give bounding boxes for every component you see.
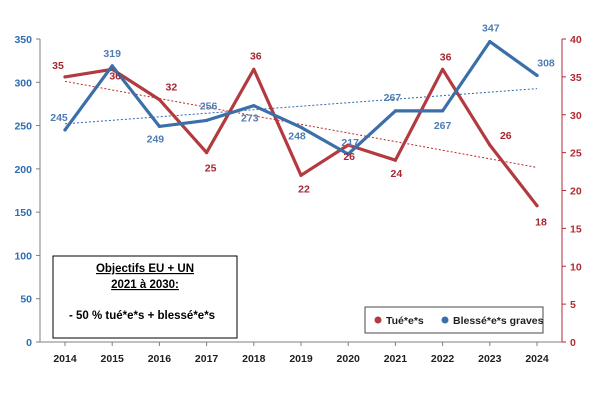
left-y-tick-label: 0 bbox=[26, 337, 32, 349]
legend-marker-killed bbox=[374, 316, 382, 324]
data-label: 319 bbox=[103, 48, 121, 60]
data-point bbox=[157, 98, 161, 102]
data-label: 273 bbox=[241, 113, 259, 125]
right-y-tick-label: 25 bbox=[570, 148, 582, 160]
data-point bbox=[205, 151, 209, 155]
objectives-box-line-1: Objectifs EU + UN bbox=[96, 263, 194, 275]
left-y-tick-label: 350 bbox=[14, 34, 32, 46]
objectives-box-line-3: - 50 % tué*e*s + blessé*e*s bbox=[69, 310, 215, 322]
data-point bbox=[63, 128, 67, 132]
x-tick-label: 2021 bbox=[384, 353, 408, 365]
data-label: 256 bbox=[200, 100, 218, 112]
left-y-tick-label: 250 bbox=[14, 121, 32, 133]
data-label: 36 bbox=[250, 50, 262, 62]
x-tick-label: 2023 bbox=[478, 353, 502, 365]
left-y-tick-label: 300 bbox=[14, 77, 32, 89]
data-label: 249 bbox=[147, 133, 165, 145]
legend-border bbox=[364, 306, 544, 334]
data-point bbox=[252, 104, 256, 108]
data-point bbox=[299, 173, 303, 177]
data-label: 267 bbox=[384, 92, 402, 104]
data-label: 308 bbox=[537, 57, 555, 69]
data-point bbox=[346, 152, 350, 156]
data-label: 217 bbox=[341, 137, 359, 149]
left-y-tick-label: 50 bbox=[20, 294, 32, 306]
data-point bbox=[63, 75, 67, 79]
data-point bbox=[441, 67, 445, 71]
data-label: 248 bbox=[288, 130, 306, 142]
objectives-box-line-2: 2021 à 2030: bbox=[111, 279, 179, 291]
data-label: 26 bbox=[343, 151, 355, 163]
data-label: 245 bbox=[50, 112, 68, 124]
data-point bbox=[252, 67, 256, 71]
data-point bbox=[346, 143, 350, 147]
data-point bbox=[488, 39, 492, 44]
x-tick-label: 2014 bbox=[53, 353, 77, 365]
objectives-box-border bbox=[52, 255, 238, 339]
data-label: 24 bbox=[391, 168, 403, 180]
trendline-series-1 bbox=[64, 88, 538, 125]
trendlines bbox=[64, 80, 538, 168]
data-point bbox=[393, 158, 397, 162]
right-y-tick-label: 40 bbox=[570, 34, 582, 46]
data-label: 36 bbox=[440, 51, 452, 63]
data-label: 347 bbox=[482, 23, 500, 35]
data-point bbox=[157, 124, 161, 129]
data-point bbox=[441, 109, 445, 113]
left-y-tick-label: 150 bbox=[14, 207, 32, 219]
x-tick-label: 2018 bbox=[242, 353, 266, 365]
data-point bbox=[110, 64, 114, 68]
right-y-tick-label: 20 bbox=[570, 186, 582, 198]
left-y-tick-label: 100 bbox=[14, 250, 32, 262]
left-y-tick-label: 200 bbox=[14, 164, 32, 176]
data-label: 36 bbox=[109, 70, 121, 82]
data-point bbox=[488, 143, 492, 147]
legend-marker-seriously-injured bbox=[441, 316, 449, 324]
data-label: 267 bbox=[434, 120, 452, 132]
x-tick-label: 2019 bbox=[289, 353, 313, 365]
axes: 0 50 100 150 200 250 300 350 0 5 10 15 20 25 30 35 40 201… bbox=[14, 34, 581, 365]
data-label: 35 bbox=[52, 60, 64, 72]
x-tick-label: 2016 bbox=[148, 353, 172, 365]
data-label: 26 bbox=[500, 130, 512, 142]
right-y-tick-label: 15 bbox=[570, 223, 582, 235]
right-y-tick-label: 10 bbox=[570, 261, 582, 273]
x-tick-label: 2017 bbox=[195, 353, 219, 365]
x-tick-label: 2024 bbox=[525, 353, 549, 365]
right-y-tick-label: 35 bbox=[570, 72, 582, 84]
data-label: 18 bbox=[535, 217, 547, 229]
legend: Tué*e*s Blessé*e*s graves bbox=[364, 306, 544, 334]
x-tick-label: 2015 bbox=[101, 353, 125, 365]
right-y-tick-label: 5 bbox=[570, 299, 576, 311]
data-label: 22 bbox=[298, 183, 310, 195]
legend-label-seriously-injured: Blessé*e*s graves bbox=[453, 315, 544, 327]
data-label: 32 bbox=[166, 82, 178, 94]
series-lines bbox=[63, 39, 539, 208]
x-tick-label: 2020 bbox=[337, 353, 361, 365]
data-point bbox=[299, 125, 303, 129]
right-y-tick-label: 0 bbox=[570, 337, 576, 349]
legend-label-killed: Tué*e*s bbox=[386, 315, 424, 327]
data-point bbox=[205, 118, 209, 122]
data-point bbox=[393, 109, 397, 113]
x-tick-label: 2022 bbox=[431, 353, 455, 365]
data-point bbox=[535, 204, 539, 208]
data-point bbox=[535, 73, 539, 77]
value-labels: 35 36 32 25 36 22 26 24 36 26 18 245 319 249 256 273 248… bbox=[50, 23, 555, 229]
data-label: 25 bbox=[205, 163, 217, 175]
right-y-tick-label: 30 bbox=[570, 110, 582, 122]
objectives-box: Objectifs EU + UN 2021 à 2030: - 50 % tu… bbox=[52, 255, 238, 339]
